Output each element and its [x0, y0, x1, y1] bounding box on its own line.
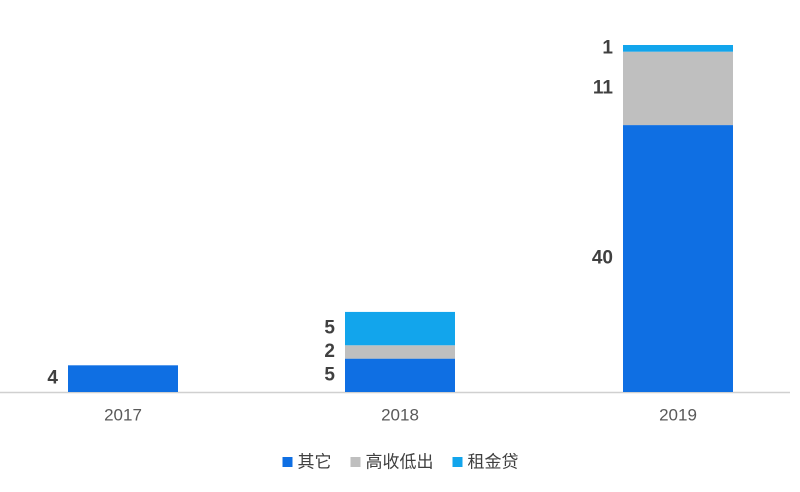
- bar-segment: [623, 45, 733, 52]
- legend-label: 租金贷: [468, 452, 519, 471]
- value-label: 5: [324, 318, 335, 339]
- legend-swatch: [282, 457, 293, 467]
- bar-segment: [623, 125, 733, 393]
- bar-segment: [623, 51, 733, 126]
- bar-segment: [345, 358, 455, 392]
- value-label: 1: [602, 37, 613, 58]
- bar-segment: [345, 311, 455, 346]
- value-label: 5: [324, 364, 335, 385]
- value-label: 2: [324, 341, 335, 362]
- legend-swatch: [452, 457, 463, 467]
- bar-segment: [345, 345, 455, 359]
- legend-label: 其它: [298, 452, 332, 471]
- legend-label: 高收低出: [366, 452, 434, 471]
- x-tick-label: 2019: [659, 405, 697, 424]
- x-tick-label: 2018: [381, 405, 419, 424]
- value-label: 11: [593, 77, 614, 98]
- bar-segment: [68, 365, 178, 392]
- value-label: 40: [592, 248, 613, 269]
- value-label: 4: [47, 368, 58, 389]
- legend-swatch: [350, 457, 361, 467]
- x-tick-label: 2017: [104, 405, 142, 424]
